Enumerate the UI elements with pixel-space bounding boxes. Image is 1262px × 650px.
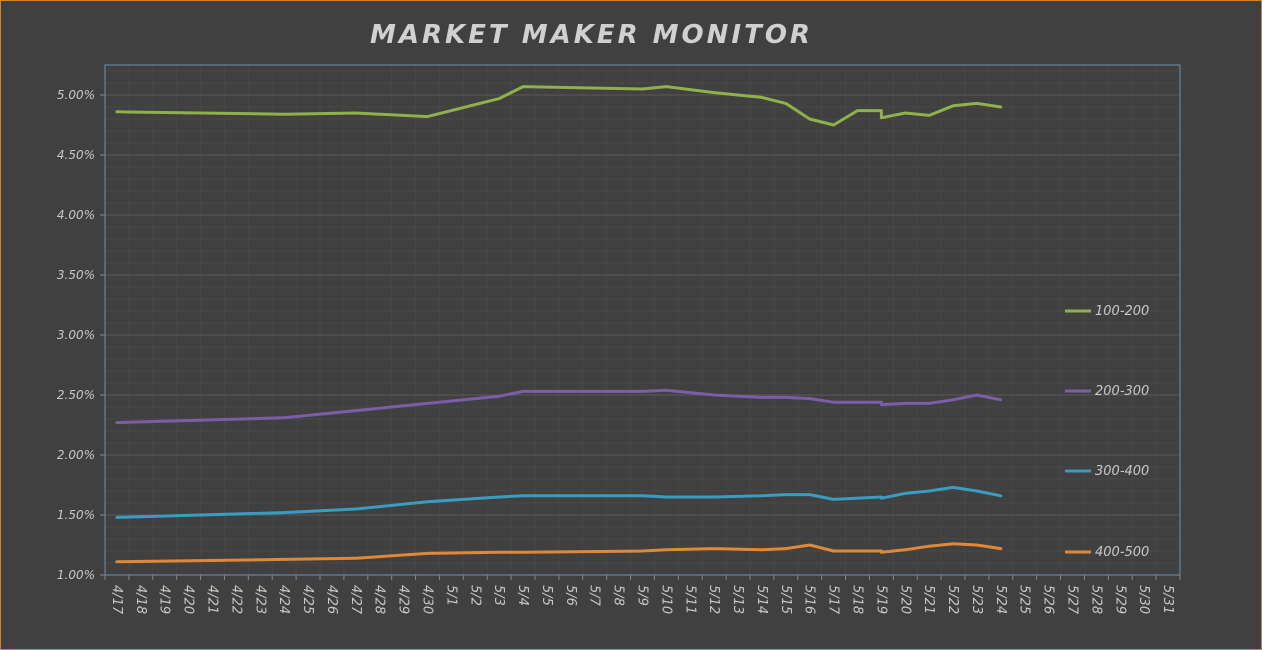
x-tick-label: 5/28 [1088, 585, 1103, 614]
x-tick-label: 4/20 [181, 585, 196, 614]
x-tick-label: 4/28 [372, 585, 387, 614]
x-tick-label: 4/22 [228, 585, 243, 614]
series-line-100-200 [115, 85, 1003, 127]
x-tick-label: 5/10 [658, 585, 673, 614]
y-tick-label: 3.50% [57, 268, 95, 282]
x-tick-label: 4/25 [300, 585, 315, 614]
x-tick-label: 5/14 [754, 585, 769, 614]
x-tick-label: 5/2 [467, 585, 482, 606]
legend-label-400-500: 400-500 [1095, 545, 1149, 560]
x-tick-label: 4/17 [109, 585, 124, 615]
legend-label-300-400: 300-400 [1095, 464, 1149, 479]
x-tick-label: 5/26 [1041, 585, 1056, 614]
x-tick-label: 5/19 [873, 585, 888, 614]
series-line-300-400 [115, 485, 1003, 519]
x-tick-label: 4/23 [252, 585, 267, 614]
major-grid [105, 94, 1180, 576]
series-line-400-500 [115, 542, 1003, 564]
x-tick-label: 5/3 [491, 585, 506, 606]
y-axis-ticks: 1.00% 1.50% 2.00% 2.50% 3.00% 3.50% 4.00% 4.50%… [57, 88, 105, 582]
x-tick-label: 5/16 [802, 585, 817, 614]
x-tick-label: 5/15 [778, 585, 793, 614]
x-tick-label: 5/4 [515, 585, 530, 606]
x-tick-label: 5/5 [539, 585, 554, 606]
x-tick-label: 5/25 [1017, 585, 1032, 614]
x-tick-label: 4/21 [205, 585, 220, 614]
x-tick-label: 5/12 [706, 585, 721, 614]
minor-grid [104, 65, 1181, 576]
x-tick-label: 4/19 [157, 585, 172, 614]
legend-label-100-200: 100-200 [1095, 304, 1149, 319]
x-tick-label: 5/18 [850, 585, 865, 614]
x-tick-label: 5/21 [921, 585, 936, 614]
x-tick-label: 4/26 [324, 585, 339, 614]
x-tick-label: 5/8 [611, 585, 626, 606]
y-tick-label: 5.00% [57, 88, 95, 102]
x-tick-label: 5/7 [587, 585, 602, 607]
x-tick-label: 5/24 [993, 585, 1008, 614]
x-tick-label: 5/13 [730, 585, 745, 614]
series-line-200-300 [115, 388, 1003, 425]
x-tick-label: 4/30 [420, 585, 435, 614]
x-tick-label: 5/11 [682, 585, 697, 614]
plot-area-border [104, 64, 1181, 576]
y-tick-label: 2.50% [57, 388, 95, 402]
series-lines [115, 85, 1003, 564]
x-tick-label: 5/9 [635, 585, 650, 606]
x-tick-label: 5/30 [1136, 585, 1151, 614]
y-tick-label: 1.50% [57, 508, 95, 522]
x-tick-label: 5/1 [443, 585, 458, 606]
x-tick-label: 4/29 [396, 585, 411, 614]
x-tick-label: 5/31 [1160, 585, 1175, 614]
x-axis-ticks: 4/17 4/18 4/19 4/20 4/21 4/22 4/23 4/24 4/25 4/26… [104, 575, 1181, 615]
y-tick-label: 4.50% [57, 148, 95, 162]
x-tick-label: 5/23 [969, 585, 984, 614]
y-tick-label: 4.00% [57, 208, 95, 222]
x-tick-label: 4/27 [348, 585, 363, 615]
x-tick-label: 4/24 [276, 585, 291, 614]
y-tick-label: 1.00% [57, 568, 95, 582]
x-tick-label: 5/20 [897, 585, 912, 614]
y-tick-label: 2.00% [57, 448, 95, 462]
legend-label-200-300: 200-300 [1095, 384, 1149, 399]
chart-title: MARKET MAKER MONITOR [370, 20, 813, 50]
x-tick-label: 5/29 [1112, 585, 1127, 614]
x-tick-label: 5/17 [826, 585, 841, 615]
x-tick-label: 5/22 [945, 585, 960, 614]
x-tick-label: 5/6 [563, 585, 578, 606]
x-tick-label: 4/18 [133, 585, 148, 614]
legend: 100-200 200-300 300-400 400-500 [1065, 304, 1149, 560]
y-tick-label: 3.00% [57, 328, 95, 342]
x-tick-label: 5/27 [1065, 585, 1080, 615]
